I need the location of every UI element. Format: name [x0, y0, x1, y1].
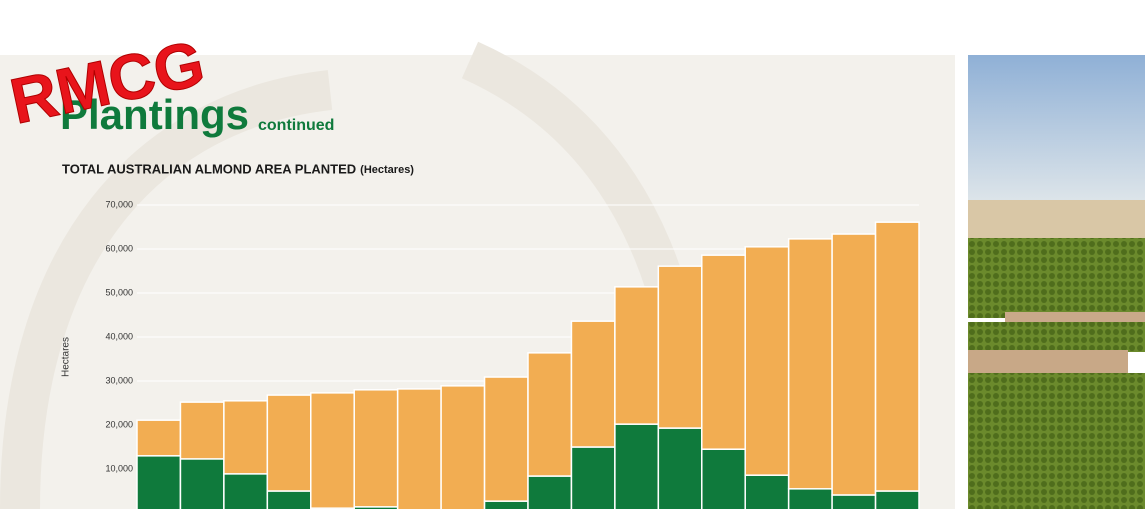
bar-segment [485, 501, 528, 509]
bar-segment [398, 389, 441, 509]
bar-segment [789, 239, 832, 489]
y-tick-label: 50,000 [105, 287, 133, 297]
bar-segment [528, 476, 571, 509]
bar-segment [180, 402, 223, 459]
bar-segment [180, 459, 223, 509]
bar-segment [832, 495, 875, 509]
bar-segment [354, 390, 397, 507]
y-tick-label: 60,000 [105, 243, 133, 253]
y-tick-label: 20,000 [105, 419, 133, 429]
bar-segment [658, 428, 701, 509]
bar-segment [571, 447, 614, 509]
chart-title: TOTAL AUSTRALIAN ALMOND AREA PLANTED [62, 161, 356, 176]
bar-segment [528, 353, 571, 476]
bar-segment [224, 401, 267, 474]
bar-segment [832, 234, 875, 495]
y-tick-label: 30,000 [105, 375, 133, 385]
y-tick-label: 70,000 [105, 199, 133, 209]
bar-segment [224, 474, 267, 509]
bar-segment [137, 456, 180, 509]
bar-segment [571, 321, 614, 447]
bar-segment [876, 491, 919, 509]
bar-segment [615, 424, 658, 509]
y-axis-label: Hectares [61, 337, 72, 377]
bar-segment [745, 475, 788, 509]
page: Plantings continued RMCG TOTAL AUSTRALIA… [0, 0, 1145, 509]
y-tick-label: 10,000 [105, 463, 133, 473]
bar-segment [658, 266, 701, 428]
bar-segment [615, 287, 658, 424]
y-tick-label: 40,000 [105, 331, 133, 341]
bar-segment [267, 491, 310, 509]
chart-title-unit: (Hectares) [360, 164, 414, 176]
bar-segment [789, 489, 832, 509]
bar-segment [267, 395, 310, 491]
bar-segment [876, 222, 919, 491]
bar-segment [137, 420, 180, 456]
bar-segment [702, 255, 745, 449]
bar-segment [441, 386, 484, 509]
bar-segment [311, 393, 354, 508]
bar-segment [485, 377, 528, 501]
orchard-photo [968, 55, 1145, 509]
bar-segment [702, 449, 745, 509]
heading-suffix: continued [258, 117, 334, 134]
bar-segment [745, 247, 788, 475]
